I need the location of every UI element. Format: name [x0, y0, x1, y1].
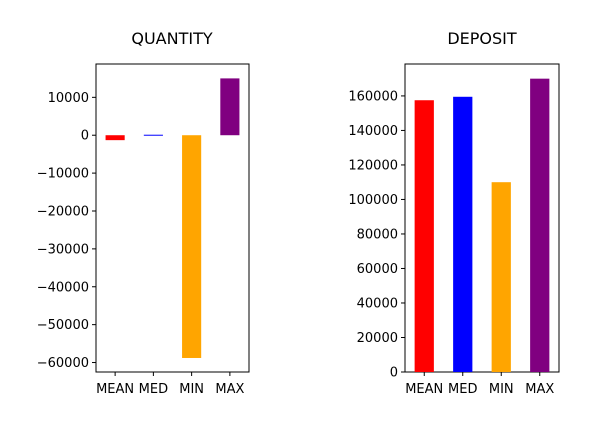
deposit-y-tick-label: 40000 — [357, 296, 398, 311]
deposit-chart-title: DEPOSIT — [447, 29, 517, 48]
deposit-bar-min — [492, 182, 511, 372]
deposit-y-tick-label: 100000 — [348, 193, 398, 208]
deposit-y-tick-label: 0 — [390, 366, 398, 381]
deposit-chart: DEPOSIT 0 20000 40000 60000 80000 100000 12000… — [348, 29, 559, 397]
deposit-x-tick-label-med: MED — [448, 382, 477, 397]
quantity-y-tick-label: −40000 — [37, 280, 89, 295]
quantity-bar-min — [182, 135, 201, 358]
deposit-y-tick-label: 80000 — [357, 227, 398, 242]
quantity-x-axis: MEAN MED MIN MAX — [96, 372, 244, 397]
deposit-bar-mean — [415, 100, 434, 372]
quantity-y-tick-label: −50000 — [37, 318, 89, 333]
quantity-chart: QUANTITY 10000 0 −10000 −20000 −30000 −40000 −… — [37, 29, 249, 397]
quantity-y-tick-label: 10000 — [48, 91, 89, 106]
deposit-y-tick-label: 120000 — [348, 158, 398, 173]
quantity-x-tick-label-med: MED — [139, 382, 168, 397]
deposit-y-tick-label: 60000 — [357, 262, 398, 277]
quantity-y-tick-label: −20000 — [37, 204, 89, 219]
quantity-x-tick-label-mean: MEAN — [96, 382, 134, 397]
deposit-y-tick-label: 160000 — [348, 89, 398, 104]
deposit-x-tick-label-min: MIN — [489, 382, 514, 397]
deposit-x-tick-label-max: MAX — [525, 382, 554, 397]
deposit-y-axis: 0 20000 40000 60000 80000 100000 120000 140000 1… — [348, 89, 405, 380]
quantity-bar-mean — [106, 135, 125, 140]
quantity-bars — [106, 78, 240, 358]
deposit-y-tick-label: 20000 — [357, 331, 398, 346]
deposit-y-tick-label: 140000 — [348, 124, 398, 139]
quantity-x-tick-label-max: MAX — [215, 382, 244, 397]
quantity-y-tick-label: −60000 — [37, 356, 89, 371]
deposit-x-axis: MEAN MED MIN MAX — [405, 372, 554, 397]
quantity-y-axis: 10000 0 −10000 −20000 −30000 −40000 −50000 −600… — [37, 91, 96, 371]
deposit-bar-max — [530, 79, 549, 372]
quantity-y-tick-label: −30000 — [37, 242, 89, 257]
quantity-x-tick-label-min: MIN — [179, 382, 204, 397]
quantity-chart-title: QUANTITY — [131, 29, 212, 48]
quantity-bar-med — [144, 135, 163, 136]
deposit-x-tick-label-mean: MEAN — [405, 382, 443, 397]
quantity-y-tick-label: 0 — [81, 129, 89, 144]
quantity-y-tick-label: −10000 — [37, 167, 89, 182]
deposit-bars — [415, 79, 550, 372]
quantity-bar-max — [220, 78, 239, 135]
deposit-bar-med — [453, 97, 472, 372]
